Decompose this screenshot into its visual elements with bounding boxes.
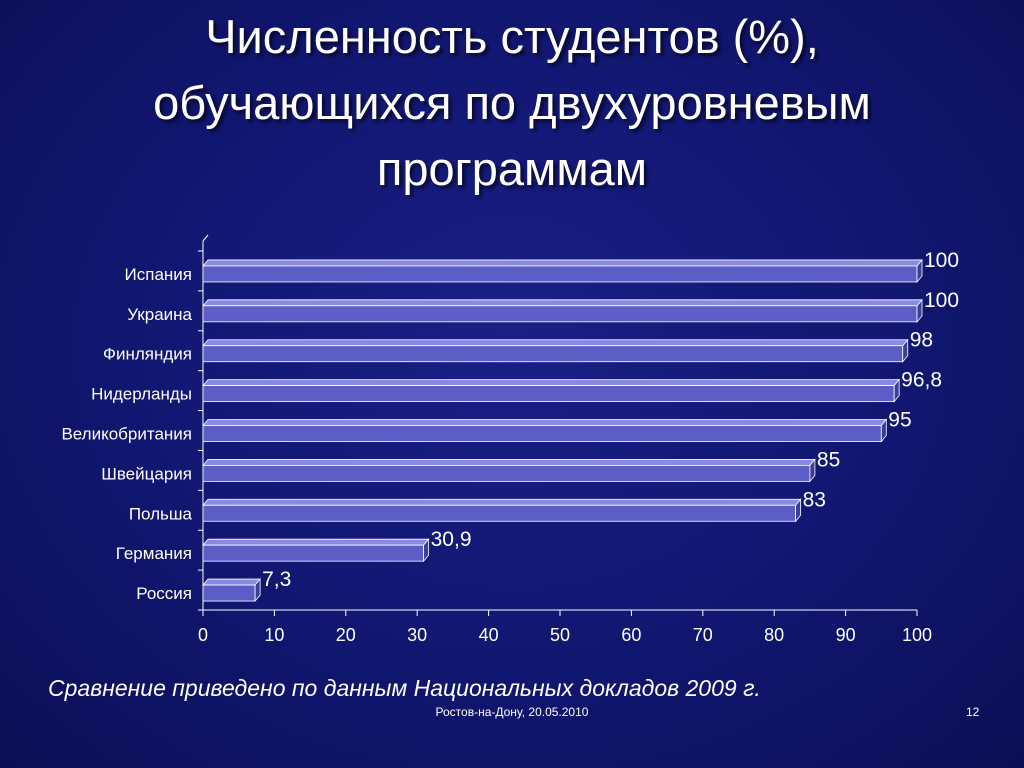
bar-top-face xyxy=(202,498,802,506)
bar xyxy=(202,504,797,522)
bar-side-face xyxy=(809,458,816,483)
bar-side-face xyxy=(423,538,430,563)
bar-side-face xyxy=(916,298,923,323)
data-label: 7,3 xyxy=(262,568,291,591)
bar xyxy=(202,305,918,323)
x-tick-label: 90 xyxy=(836,625,856,645)
title-line-3: программам xyxy=(376,142,648,195)
x-tick-label: 10 xyxy=(264,625,284,645)
category-label: Швейцария xyxy=(101,464,192,483)
bar-side-face xyxy=(893,378,900,403)
footer-text: Ростов-на-Дону, 20.05.2010 xyxy=(435,705,589,719)
category-label: Украина xyxy=(127,305,192,324)
bar-top-face xyxy=(202,379,901,387)
bar xyxy=(202,265,918,283)
x-tick-label: 60 xyxy=(621,625,641,645)
bar-top-face xyxy=(202,339,909,347)
x-tick-label: 70 xyxy=(693,625,713,645)
data-label: 98 xyxy=(910,329,933,352)
source-note: Сравнение приведено по данным Национальн… xyxy=(48,675,761,701)
bar-side-face xyxy=(902,338,909,363)
data-label: 100 xyxy=(924,289,959,312)
category-label: Польша xyxy=(129,504,193,523)
category-label: Великобритания xyxy=(61,425,192,444)
x-tick-label: 20 xyxy=(336,625,356,645)
bar-top-face xyxy=(202,538,430,546)
category-label: Испания xyxy=(125,265,192,284)
bar-side-face xyxy=(880,418,887,443)
data-label: 83 xyxy=(803,488,826,511)
category-label: Нидерланды xyxy=(91,385,192,404)
page-number: 12 xyxy=(966,705,980,719)
bar-top-face xyxy=(202,259,923,267)
x-tick-label: 30 xyxy=(407,625,427,645)
data-label: 85 xyxy=(817,448,840,471)
bar-top-face xyxy=(202,458,816,466)
bar-side-face xyxy=(254,577,261,603)
x-tick-label: 40 xyxy=(479,625,499,645)
x-tick-label: 50 xyxy=(550,625,570,645)
bar-top-face xyxy=(202,419,888,426)
title-line-2: обучающихся по двухуровневым xyxy=(153,76,871,129)
category-label: Финляндия xyxy=(103,345,192,364)
bar xyxy=(202,345,904,363)
y-axis-depth-edge xyxy=(202,234,209,242)
bar xyxy=(202,425,882,442)
data-label: 30,9 xyxy=(431,528,472,551)
category-label: Россия xyxy=(136,584,192,603)
bar xyxy=(202,544,425,562)
bar xyxy=(202,584,256,602)
bar-side-face xyxy=(795,498,802,523)
data-label: 100 xyxy=(924,249,959,272)
slide-title: Численность студентов (%), обучающихся п… xyxy=(0,4,1024,202)
bar xyxy=(202,464,811,482)
bar-top-face xyxy=(202,299,923,307)
bar-side-face xyxy=(916,258,923,284)
data-label: 95 xyxy=(888,409,911,432)
x-tick-label: 80 xyxy=(764,625,784,645)
x-tick-label: 100 xyxy=(902,625,932,645)
category-label: Германия xyxy=(116,544,192,563)
x-tick-label: 0 xyxy=(198,625,208,645)
bar-top-face xyxy=(202,578,261,586)
bar xyxy=(202,385,895,403)
data-label: 96,8 xyxy=(901,369,942,392)
title-line-1: Численность студентов (%), xyxy=(205,10,819,63)
